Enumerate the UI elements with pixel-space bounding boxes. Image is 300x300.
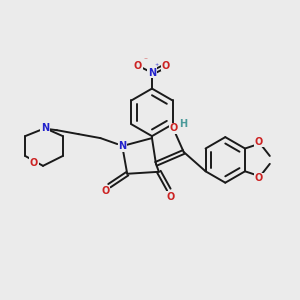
Text: N: N (148, 68, 156, 78)
Text: O: O (30, 158, 38, 168)
Text: O: O (255, 136, 263, 147)
Text: O: O (255, 173, 263, 183)
Text: O: O (162, 61, 170, 71)
Text: O: O (170, 123, 178, 133)
Text: O: O (134, 61, 142, 71)
Text: ⁺: ⁺ (155, 62, 159, 71)
Text: ⁻: ⁻ (143, 55, 147, 64)
Text: O: O (101, 186, 110, 196)
Text: O: O (167, 192, 175, 202)
Text: H: H (178, 119, 187, 129)
Text: N: N (118, 141, 126, 151)
Text: N: N (41, 123, 49, 133)
